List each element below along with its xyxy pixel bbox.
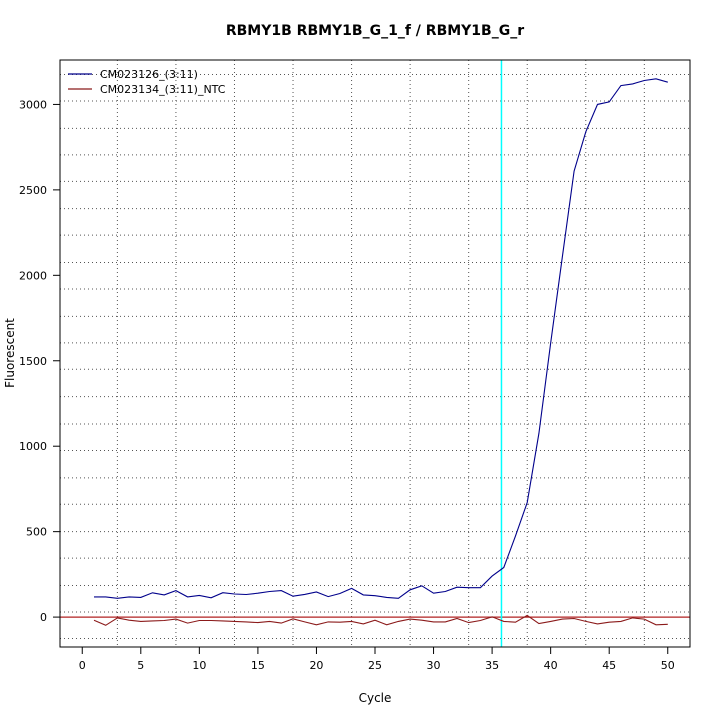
y-tick-label-3: 1500 — [19, 355, 47, 368]
reference-lines — [60, 60, 690, 647]
legend-label-1: CM023134_(3:11)_NTC — [100, 83, 226, 96]
x-tick-label-4: 20 — [309, 659, 323, 672]
series-line-0 — [94, 78, 668, 599]
y-axis-title: Fluorescent — [3, 318, 17, 388]
y-tick-label-6: 3000 — [19, 98, 47, 111]
plot-frame — [59, 59, 691, 648]
x-tick-label-8: 40 — [544, 659, 558, 672]
x-axis-title: Cycle — [359, 691, 392, 705]
y-tick-label-2: 1000 — [19, 440, 47, 453]
grid-lines — [60, 60, 690, 647]
y-tick-label-5: 2500 — [19, 184, 47, 197]
x-tick-label-3: 15 — [251, 659, 265, 672]
x-tick-label-7: 35 — [485, 659, 499, 672]
y-tick-label-1: 500 — [26, 526, 47, 539]
x-tick-label-9: 45 — [602, 659, 616, 672]
x-tick-label-6: 30 — [427, 659, 441, 672]
x-tick-label-0: 0 — [79, 659, 86, 672]
series-lines — [93, 78, 668, 626]
y-axis: 0 500 1000 1500 2000 2500 3000 — [19, 98, 61, 624]
legend: CM023126_(3:11) CM023134_(3:11)_NTC — [68, 68, 226, 96]
chart-title: RBMY1B RBMY1B_G_1_f / RBMY1B_G_r — [226, 23, 524, 39]
series-line-1 — [93, 614, 668, 626]
y-tick-label-0: 0 — [40, 611, 47, 624]
x-tick-label-5: 25 — [368, 659, 382, 672]
legend-label-0: CM023126_(3:11) — [100, 68, 198, 81]
y-tick-label-4: 2000 — [19, 269, 47, 282]
x-tick-label-2: 10 — [192, 659, 206, 672]
x-tick-label-1: 5 — [137, 659, 144, 672]
x-axis: 0 5 10 15 20 25 30 35 40 45 50 — [79, 646, 675, 672]
x-tick-label-10: 50 — [661, 659, 675, 672]
